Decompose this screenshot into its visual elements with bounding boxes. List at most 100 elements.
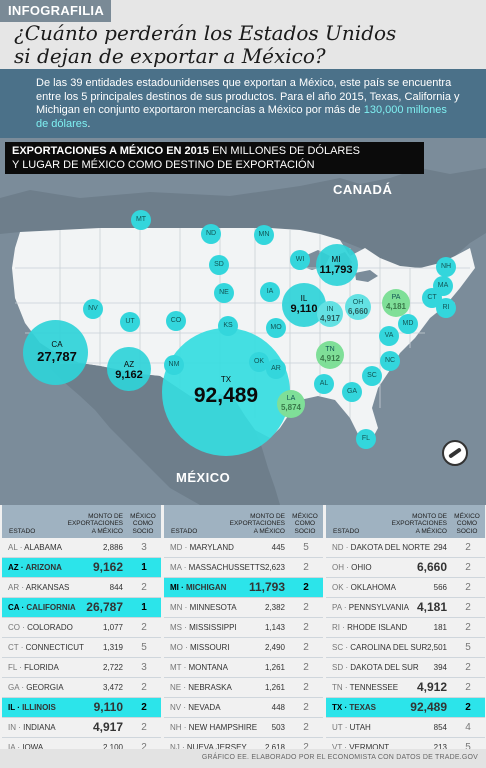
state-fullname: NEW HAMPSHIRE [188, 723, 258, 732]
bubble-tx[interactable] [162, 328, 290, 456]
tag-co[interactable]: CO [166, 311, 186, 331]
code-tn: TN [325, 346, 335, 353]
table-row[interactable]: MD · MARYLAND 445 5 [164, 538, 323, 558]
state-abbr: RI [332, 623, 340, 632]
export-value: 3,472 [102, 683, 123, 692]
table-row[interactable]: CT · CONNECTICUT 1,319 5 [2, 638, 161, 658]
table-row[interactable]: RI · RHODE ISLAND 181 2 [326, 618, 485, 638]
tag-nd[interactable]: ND [201, 224, 221, 244]
state-fullname: ARIZONA [25, 563, 62, 572]
state-abbr: AZ [8, 563, 19, 572]
code-la: LA [286, 395, 296, 402]
table-row[interactable]: TN · TENNESSEE 4,912 2 [326, 678, 485, 698]
tag-la[interactable]: LA 5,874 [277, 390, 305, 418]
tag-in[interactable]: IN 4,917 [317, 301, 343, 327]
tag-fl[interactable]: FL [356, 429, 376, 449]
tag-nv[interactable]: NV [83, 299, 103, 319]
state-abbr: PA [332, 603, 342, 612]
table-row[interactable]: SD · DAKOTA DEL SUR 394 2 [326, 658, 485, 678]
tag-oh[interactable]: OH 6,660 [345, 294, 371, 320]
state-name: SD · DAKOTA DEL SUR [332, 658, 419, 677]
table-row[interactable]: MI · MICHIGAN 11,793 2 [164, 578, 323, 598]
separator: · [179, 743, 187, 752]
tag-ga[interactable]: GA [342, 382, 362, 402]
state-name: PA · PENNSYLVANIA [332, 598, 409, 617]
intro-end: . [87, 117, 91, 130]
export-value: 1,319 [102, 643, 123, 652]
tag-ne[interactable]: NE [214, 283, 234, 303]
table-row[interactable]: MN · MINNESOTA 2,382 2 [164, 598, 323, 618]
header-lugar: MÉXICO COMO SOCIO [454, 512, 480, 535]
state-fullname: TEXAS [349, 703, 377, 712]
table-row[interactable]: CO · COLORADO 1,077 2 [2, 618, 161, 638]
tag-va[interactable]: VA [379, 326, 399, 346]
intro-paragraph: De las 39 entidades estadounidenses que … [0, 69, 486, 138]
mexico-rank: 2 [141, 582, 147, 593]
legend-line-1: EXPORTACIONES A MÉXICO EN 2015 EN MILLON… [12, 144, 424, 158]
export-value: 2,886 [102, 543, 123, 552]
table-row[interactable]: TX · TEXAS 92,489 2 [326, 698, 485, 718]
tag-mt[interactable]: MT [131, 210, 151, 230]
table-row[interactable]: OH · OHIO 6,660 2 [326, 558, 485, 578]
bubble-mi[interactable] [316, 244, 358, 286]
tag-nm[interactable]: NM [164, 355, 184, 375]
table-row[interactable]: OK · OKLAHOMA 566 2 [326, 578, 485, 598]
table-row[interactable]: MA · MASSACHUSSETTS 2,623 2 [164, 558, 323, 578]
table-row[interactable]: SC · CAROLINA DEL SUR 2,501 5 [326, 638, 485, 658]
table-row[interactable]: ND · DAKOTA DEL NORTE 294 2 [326, 538, 485, 558]
tag-ri[interactable]: RI [436, 298, 456, 318]
table-row[interactable]: MT · MONTANA 1,261 2 [164, 658, 323, 678]
table-row[interactable]: PA · PENNSYLVANIA 4,181 2 [326, 598, 485, 618]
table-row[interactable]: CA · CALIFORNIA 26,787 1 [2, 598, 161, 618]
table-row[interactable]: MS · MISSISSIPPI 1,143 2 [164, 618, 323, 638]
code-mi: MI [331, 255, 341, 264]
state-fullname: TENNESSEE [349, 683, 399, 692]
mexico-rank: 2 [465, 582, 471, 593]
state-abbr: IN [8, 723, 16, 732]
table-row[interactable]: GA · GEORGIA 3,472 2 [2, 678, 161, 698]
table-row[interactable]: MO · MISSOURI 2,490 2 [164, 638, 323, 658]
table-row[interactable]: AR · ARKANSAS 844 2 [2, 578, 161, 598]
table-row[interactable]: UT · UTAH 854 4 [326, 718, 485, 738]
table-row[interactable]: AL · ALABAMA 2,886 3 [2, 538, 161, 558]
mexico-rank: 2 [141, 622, 147, 633]
state-abbr: NE [170, 683, 182, 692]
separator: · [181, 703, 189, 712]
tag-sc[interactable]: SC [362, 366, 382, 386]
table-row[interactable]: FL · FLORIDA 2,722 3 [2, 658, 161, 678]
table-row[interactable]: AZ · ARIZONA 9,162 1 [2, 558, 161, 578]
tag-ia[interactable]: IA [260, 282, 280, 302]
tag-wi[interactable]: WI [290, 250, 310, 270]
tag-ut[interactable]: UT [120, 312, 140, 332]
table-row[interactable]: IL · ILLINOIS 9,110 2 [2, 698, 161, 718]
state-abbr: AR [8, 583, 20, 592]
tag-ok[interactable]: OK [249, 352, 269, 372]
state-name: MN · MINNESOTA [170, 598, 237, 617]
bubble-ca[interactable] [23, 320, 88, 385]
tag-al[interactable]: AL [314, 374, 334, 394]
table-row[interactable]: NH · NEW HAMPSHIRE 503 2 [164, 718, 323, 738]
bubble-az[interactable] [107, 347, 151, 391]
tag-nc[interactable]: NC [380, 351, 400, 371]
state-abbr: FL [8, 663, 18, 672]
separator: · [342, 683, 350, 692]
intro-text: De las 39 entidades estadounidenses que … [36, 77, 460, 116]
tag-ar[interactable]: AR [266, 359, 286, 379]
tag-md[interactable]: MD [398, 314, 418, 334]
tag-ks[interactable]: KS [218, 316, 238, 336]
state-abbr: TX [332, 703, 343, 712]
tag-tn[interactable]: TN 4,912 [316, 341, 344, 369]
tag-mn[interactable]: MN [254, 225, 274, 245]
table-row[interactable]: NE · NEBRASKA 1,261 2 [164, 678, 323, 698]
state-abbr: NJ [170, 743, 180, 752]
table-row[interactable]: NV · NEVADA 448 2 [164, 698, 323, 718]
mexico-rank: 2 [141, 722, 147, 733]
tag-mo[interactable]: MO [266, 318, 286, 338]
state-name: UT · UTAH [332, 718, 371, 737]
tag-pa[interactable]: PA 4,181 [382, 289, 410, 317]
table-row[interactable]: IN · INDIANA 4,917 2 [2, 718, 161, 738]
tag-sd[interactable]: SD [209, 255, 229, 275]
header-lugar: MÉXICO COMO SOCIO [292, 512, 318, 535]
tag-nh[interactable]: NH [436, 257, 456, 277]
